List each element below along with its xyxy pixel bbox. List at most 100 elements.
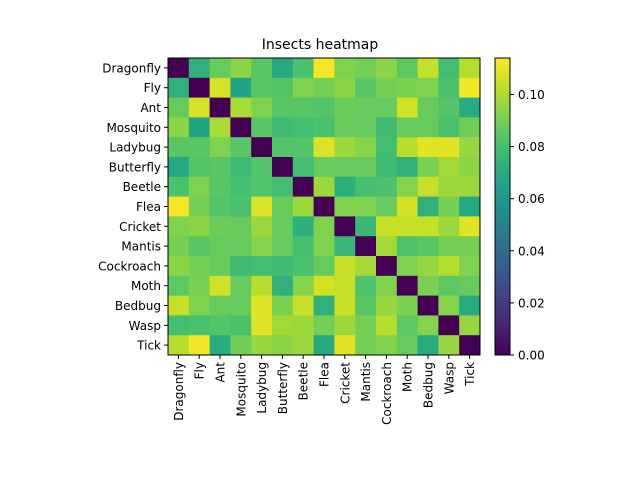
heatmap-cell xyxy=(355,117,377,138)
heatmap-cell xyxy=(438,157,460,178)
heatmap-cell xyxy=(251,117,273,138)
heatmap-cell xyxy=(209,176,231,197)
heatmap-cell xyxy=(168,117,190,138)
heatmap-cell xyxy=(355,58,377,79)
heatmap-cell xyxy=(272,137,294,158)
heatmap-cell xyxy=(376,216,398,237)
heatmap-cell xyxy=(292,315,314,336)
heatmap-cell xyxy=(438,295,460,316)
heatmap-cell xyxy=(209,196,231,217)
heatmap-cell xyxy=(251,77,273,98)
heatmap-cells xyxy=(168,58,481,356)
y-tick-label: Beetle xyxy=(123,180,161,194)
heatmap-cell xyxy=(376,176,398,197)
heatmap-cell xyxy=(459,256,481,277)
heatmap-cell xyxy=(417,216,439,237)
heatmap-cell xyxy=(251,236,273,257)
heatmap-cell xyxy=(292,176,314,197)
heatmap-cell xyxy=(168,236,190,257)
heatmap-cell xyxy=(376,157,398,178)
heatmap-cell xyxy=(396,275,418,296)
heatmap-cell xyxy=(459,137,481,158)
heatmap-cell xyxy=(334,335,356,356)
heatmap-cell xyxy=(272,216,294,237)
heatmap-cell xyxy=(188,176,210,197)
x-tick-label: Cockroach xyxy=(380,362,394,425)
heatmap-cell xyxy=(376,295,398,316)
heatmap-cell xyxy=(355,137,377,158)
heatmap-cell xyxy=(376,58,398,79)
colorbar-tick-label: 0.04 xyxy=(518,244,545,258)
heatmap-cell xyxy=(334,176,356,197)
y-tick-label: Bedbug xyxy=(115,299,161,313)
heatmap-cell xyxy=(355,295,377,316)
heatmap-cell xyxy=(355,315,377,336)
y-tick-label: Mosquito xyxy=(106,121,161,135)
heatmap-cell xyxy=(209,335,231,356)
heatmap-cell xyxy=(168,335,190,356)
heatmap-cell xyxy=(396,176,418,197)
heatmap-cell xyxy=(376,275,398,296)
heatmap-cell xyxy=(396,256,418,277)
heatmap-cell xyxy=(168,176,190,197)
heatmap-cell xyxy=(251,295,273,316)
heatmap-cell xyxy=(376,117,398,138)
heatmap-cell xyxy=(334,117,356,138)
heatmap-cell xyxy=(396,58,418,79)
heatmap-cell xyxy=(417,335,439,356)
heatmap-cell xyxy=(313,275,335,296)
heatmap-cell xyxy=(188,335,210,356)
heatmap-cell xyxy=(459,335,481,356)
heatmap-cell xyxy=(188,77,210,98)
heatmap-cell xyxy=(230,275,252,296)
heatmap-cell xyxy=(188,58,210,79)
heatmap-cell xyxy=(334,97,356,118)
x-tick-label: Wasp xyxy=(442,362,456,394)
heatmap-cell xyxy=(376,77,398,98)
heatmap-cell xyxy=(292,117,314,138)
heatmap-cell xyxy=(168,77,190,98)
heatmap-cell xyxy=(292,216,314,237)
heatmap-cell xyxy=(438,196,460,217)
heatmap-cell xyxy=(313,97,335,118)
heatmap-cell xyxy=(209,216,231,237)
heatmap-cell xyxy=(355,275,377,296)
heatmap-cell xyxy=(188,97,210,118)
heatmap-cell xyxy=(251,196,273,217)
heatmap-cell xyxy=(230,157,252,178)
heatmap-cell xyxy=(209,315,231,336)
heatmap-cell xyxy=(459,295,481,316)
heatmap-cell xyxy=(459,236,481,257)
heatmap-cell xyxy=(272,176,294,197)
heatmap-cell xyxy=(376,236,398,257)
heatmap-cell xyxy=(251,157,273,178)
heatmap-cell xyxy=(396,236,418,257)
heatmap-cell xyxy=(209,117,231,138)
heatmap-cell xyxy=(438,137,460,158)
y-axis-ticks: Dragonfly Fly Ant Mosquito Ladybug Butterfly B… xyxy=(98,61,168,353)
heatmap-cell xyxy=(292,137,314,158)
heatmap-cell xyxy=(209,275,231,296)
heatmap-cell xyxy=(292,97,314,118)
x-tick-label: Mantis xyxy=(359,362,373,402)
heatmap-cell xyxy=(334,236,356,257)
heatmap-cell xyxy=(438,315,460,336)
heatmap-cell xyxy=(251,335,273,356)
heatmap-cell xyxy=(334,315,356,336)
heatmap-cell xyxy=(313,196,335,217)
heatmap-cell xyxy=(355,256,377,277)
heatmap-cell xyxy=(438,176,460,197)
heatmap-cell xyxy=(272,58,294,79)
heatmap-cell xyxy=(396,157,418,178)
heatmap-cell xyxy=(230,256,252,277)
heatmap-cell xyxy=(396,117,418,138)
heatmap-cell xyxy=(230,335,252,356)
colorbar xyxy=(494,57,511,356)
heatmap-cell xyxy=(272,236,294,257)
heatmap-cell xyxy=(376,335,398,356)
colorbar-tick-label: 0.00 xyxy=(518,349,545,363)
colorbar-tick-label: 0.08 xyxy=(518,140,545,154)
heatmap-cell xyxy=(230,216,252,237)
heatmap-cell xyxy=(251,216,273,237)
heatmap-cell xyxy=(438,275,460,296)
